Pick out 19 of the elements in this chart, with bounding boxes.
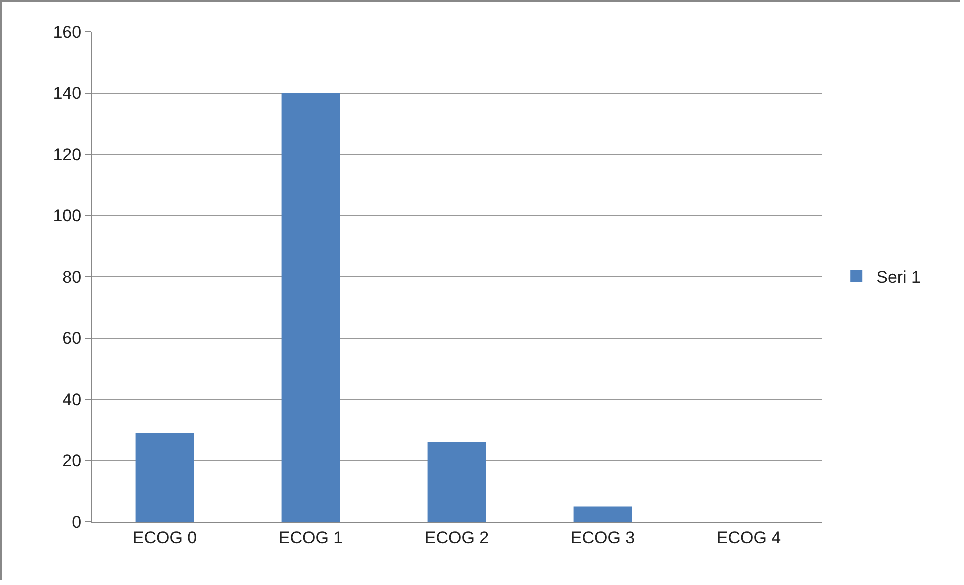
y-tick-label: 20 [62, 452, 82, 471]
x-tick-label: ECOG 3 [570, 528, 636, 548]
bar [136, 433, 194, 522]
y-tick-label: 80 [62, 268, 82, 287]
y-tick-label: 160 [53, 22, 82, 42]
x-tick-label: ECOG 4 [716, 528, 782, 548]
x-tick-label: ECOG 2 [424, 528, 490, 548]
y-tick-label: 0 [72, 512, 82, 532]
y-tick-label: 40 [62, 390, 82, 410]
y-tick-label: 120 [53, 145, 82, 164]
y-tick-label: 60 [62, 329, 82, 348]
bar [428, 442, 486, 522]
bar [282, 93, 340, 522]
y-tick-label: 100 [53, 206, 82, 226]
bar [574, 506, 632, 522]
x-tick-label: ECOG 1 [278, 528, 344, 548]
legend-label: Seri 1 [876, 268, 922, 288]
x-tick-label: ECOG 0 [132, 528, 198, 548]
y-tick-label: 140 [53, 84, 82, 104]
